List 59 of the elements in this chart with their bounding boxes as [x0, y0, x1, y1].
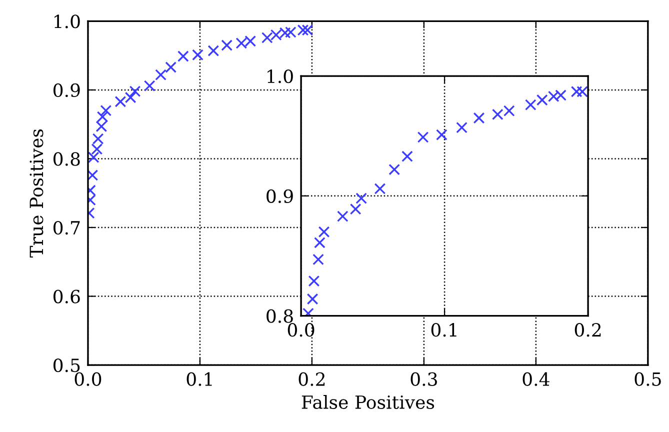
- point: [388, 164, 400, 176]
- point: [96, 111, 108, 122]
- point: [208, 45, 220, 56]
- point: [92, 133, 104, 144]
- point: [177, 50, 189, 62]
- y-tick-label: 0.7: [54, 220, 80, 235]
- x-tick-label: 0.5: [634, 372, 661, 386]
- point: [129, 86, 141, 98]
- point: [144, 80, 156, 92]
- point: [576, 86, 588, 98]
- x-tick-label: 0.0: [74, 372, 102, 386]
- x-tick-label: 0.2: [298, 372, 325, 386]
- point: [192, 49, 204, 61]
- point: [88, 170, 98, 181]
- point: [374, 183, 386, 194]
- point: [165, 62, 177, 73]
- y-tick-label: 0.9: [266, 189, 293, 204]
- point: [306, 293, 318, 305]
- y-tick-label: 0.6: [54, 290, 80, 304]
- y-tick-label: 0.9: [54, 83, 80, 98]
- x-tick-label: 0.0: [288, 323, 314, 337]
- point: [473, 112, 485, 124]
- x-axis-title: False Positives: [302, 395, 434, 409]
- point: [124, 92, 136, 104]
- point: [100, 104, 112, 116]
- point: [91, 143, 103, 155]
- point: [524, 99, 536, 110]
- point: [350, 203, 362, 215]
- y-tick-label: 0.8: [266, 309, 293, 323]
- point: [221, 40, 233, 51]
- y-tick-label: 0.8: [54, 152, 80, 166]
- point: [503, 105, 515, 116]
- point: [114, 96, 126, 108]
- y-tick-label: 0.5: [54, 358, 80, 372]
- point: [336, 210, 348, 222]
- x-tick-label: 0.3: [410, 372, 437, 386]
- x-tick-label: 0.1: [431, 323, 456, 337]
- x-tick-label: 0.1: [186, 372, 212, 386]
- point: [312, 254, 324, 266]
- point: [88, 152, 100, 164]
- point: [356, 192, 368, 204]
- point: [402, 150, 413, 162]
- point: [570, 86, 582, 98]
- point: [417, 131, 429, 143]
- point: [436, 129, 448, 140]
- point: [492, 108, 504, 120]
- y-axis-title: True Positives: [30, 129, 44, 258]
- point: [302, 24, 314, 36]
- x-tick-label: 0.4: [522, 372, 550, 386]
- point: [155, 69, 166, 81]
- y-tick-label: 1.0: [54, 14, 80, 28]
- point: [536, 94, 548, 106]
- point: [318, 226, 330, 238]
- point: [308, 275, 320, 287]
- point: [456, 122, 468, 134]
- point: [96, 120, 108, 132]
- x-tick-label: 0.2: [574, 323, 601, 337]
- y-tick-label: 1.0: [268, 69, 293, 84]
- point: [314, 236, 326, 248]
